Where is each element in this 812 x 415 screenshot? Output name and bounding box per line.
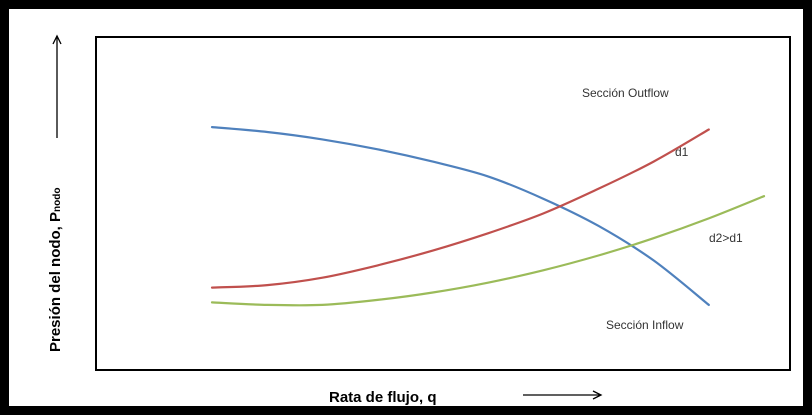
outflow-section-label: Sección Outflow (582, 86, 669, 100)
inflow-section-label: Sección Inflow (606, 318, 684, 332)
x-axis-arrow-icon (523, 390, 603, 400)
y-axis-title: Presión del nodo, Pnodo (47, 188, 64, 352)
d1-label: d1 (675, 145, 689, 159)
plot-area (95, 36, 791, 371)
d2-label: d2>d1 (709, 231, 743, 245)
y-axis-arrow-icon (52, 34, 62, 138)
x-axis-title: Rata de flujo, q (329, 389, 437, 406)
series-line-inflow-d1 (210, 128, 710, 289)
series-line-outflow (210, 126, 710, 306)
figure-frame (9, 9, 803, 406)
series-layer (210, 126, 766, 307)
y-axis-title-group: Presión del nodo, Pnodo (47, 188, 64, 352)
series-line-inflow-d2 (210, 195, 766, 307)
